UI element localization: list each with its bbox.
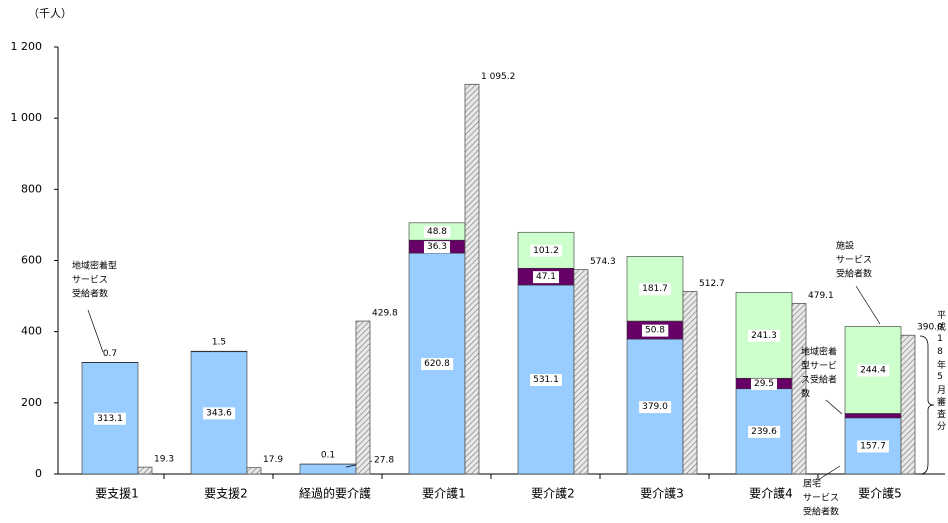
label-bg <box>421 358 454 371</box>
value-label: 1.5 <box>212 338 226 348</box>
label-bg <box>530 244 562 257</box>
annotation: 地域密着 <box>801 346 837 358</box>
leader-line <box>817 465 841 481</box>
bar-previous <box>900 334 916 475</box>
x-tick-label: 要介護4 <box>749 486 793 501</box>
x-tick-label: 要支援1 <box>95 487 139 501</box>
y-tick-label: 200 <box>21 396 42 409</box>
value-label: 47.1 <box>536 272 556 282</box>
y-tick-label: 1 000 <box>11 111 43 124</box>
value-label: 29.5 <box>754 379 774 389</box>
bar-previous <box>355 320 371 475</box>
value-label: 36.3 <box>427 242 447 252</box>
annotation: 地域密着型 <box>72 260 117 272</box>
label-bg <box>203 407 236 420</box>
label-bg <box>641 324 669 337</box>
bar-previous <box>464 83 480 475</box>
annotation: 受給者数 <box>836 268 872 280</box>
value-label: 379.0 <box>642 402 668 412</box>
label-bg <box>639 283 671 296</box>
value-label: 343.6 <box>206 408 232 418</box>
annotation: サービス <box>803 493 839 504</box>
label-bg <box>423 225 451 238</box>
value-label: 479.1 <box>808 291 834 301</box>
value-label: 313.1 <box>97 414 123 424</box>
value-label: 0.7 <box>103 349 117 359</box>
label-bg <box>857 440 889 453</box>
annotation: 型サービ <box>801 361 837 372</box>
value-label: 0.1 <box>321 451 335 461</box>
x-tick-label: 経過的要介護 <box>299 486 371 501</box>
value-label: 17.9 <box>263 455 283 465</box>
x-tick-label: 要支援2 <box>204 487 248 501</box>
bar-previous <box>573 269 589 475</box>
value-label: 512.7 <box>699 279 725 289</box>
y-tick-label: 0 <box>35 467 42 480</box>
label-bg <box>94 412 126 425</box>
bar-previous <box>682 291 698 475</box>
value-label: 241.3 <box>751 331 777 341</box>
value-label: 429.8 <box>372 309 398 319</box>
annotation: サービス <box>836 255 872 266</box>
value-label: 19.3 <box>154 455 174 465</box>
x-tick-label: 要介護1 <box>422 486 466 501</box>
label-bg <box>532 271 560 284</box>
value-label: 390.0 <box>917 323 943 333</box>
bar-previous <box>137 466 153 475</box>
value-label: 27.8 <box>374 456 394 466</box>
bar-segment <box>190 350 248 353</box>
series-note: 平成18年5月審査分 <box>935 310 946 433</box>
value-label: 620.8 <box>424 359 450 369</box>
annotation: 数 <box>801 388 810 400</box>
bar-segment <box>844 413 902 419</box>
y-tick-label: 1 200 <box>11 40 43 53</box>
leader-line <box>855 285 881 325</box>
annotation: 施設 <box>836 240 854 252</box>
value-label: 50.8 <box>645 326 665 336</box>
annotation: 受給者数 <box>72 288 108 300</box>
value-label: 1 095.2 <box>481 72 515 82</box>
value-label: 181.7 <box>642 284 668 294</box>
bar-segment <box>299 463 357 475</box>
annotation: 受給者数 <box>803 506 839 518</box>
value-label: 101.2 <box>533 246 559 256</box>
label-bg <box>317 449 339 462</box>
label-bg <box>748 329 780 342</box>
value-label: 157.7 <box>860 441 886 451</box>
brace <box>919 335 935 475</box>
value-label: 531.1 <box>533 375 559 385</box>
annotation: ス受給者 <box>801 374 837 386</box>
x-tick-label: 要介護5 <box>858 486 902 501</box>
label-bg <box>750 377 778 390</box>
annotation: サービス <box>72 275 108 286</box>
value-label: 574.3 <box>590 257 616 267</box>
label-bg <box>530 374 562 387</box>
label-bg <box>99 347 121 360</box>
y-tick-label: 800 <box>21 182 42 195</box>
x-tick-label: 要介護3 <box>640 486 684 501</box>
y-tick-label: 600 <box>21 254 42 267</box>
annotation: 居宅 <box>803 478 821 490</box>
x-tick-label: 要介護2 <box>531 486 575 501</box>
label-bg <box>857 364 890 377</box>
bar-previous <box>791 303 807 475</box>
label-bg <box>423 241 451 254</box>
leader-line <box>87 309 104 353</box>
label-bg <box>639 401 672 414</box>
value-label: 239.6 <box>751 427 777 437</box>
value-label: 244.4 <box>860 365 886 375</box>
y-unit: （千人） <box>28 7 72 20</box>
leader-line <box>825 399 843 415</box>
bar-previous <box>246 467 262 475</box>
bar-segment <box>81 362 139 475</box>
y-tick-label: 400 <box>21 325 42 338</box>
label-bg <box>208 336 230 349</box>
value-label: 48.8 <box>427 227 447 237</box>
label-bg <box>748 425 781 438</box>
bar-segment <box>735 292 793 379</box>
